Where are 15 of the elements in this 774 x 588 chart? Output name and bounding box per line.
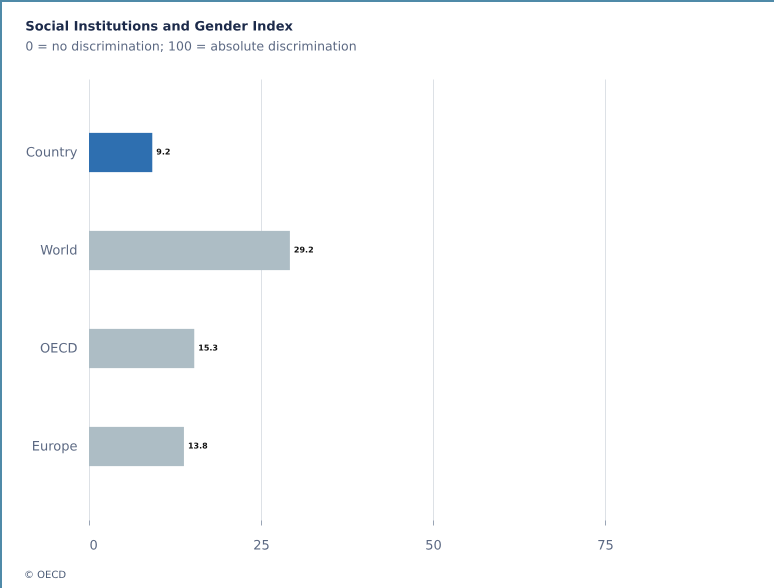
x-tick-label: 25 <box>253 538 270 554</box>
data-label: 29.2 <box>294 246 314 254</box>
y-tick-label: World <box>40 244 78 258</box>
y-tick-label: Europe <box>32 440 78 454</box>
x-tick-label: 75 <box>597 538 614 554</box>
chart-title: Social Institutions and Gender Index <box>25 20 294 34</box>
text: © OECD <box>24 570 66 581</box>
x-tick-label: 0 <box>90 538 98 554</box>
chart-subtitle: 0 = no discrimination; 100 = absolute discrimination <box>25 38 357 54</box>
data-label: 13.8 <box>188 442 208 450</box>
data-label: 15.3 <box>198 344 218 352</box>
x-tick-label: 50 <box>425 538 442 554</box>
y-tick-label: OECD <box>40 342 78 356</box>
y-tick-label: Country <box>26 146 78 160</box>
data-label: 9.2 <box>156 148 170 156</box>
